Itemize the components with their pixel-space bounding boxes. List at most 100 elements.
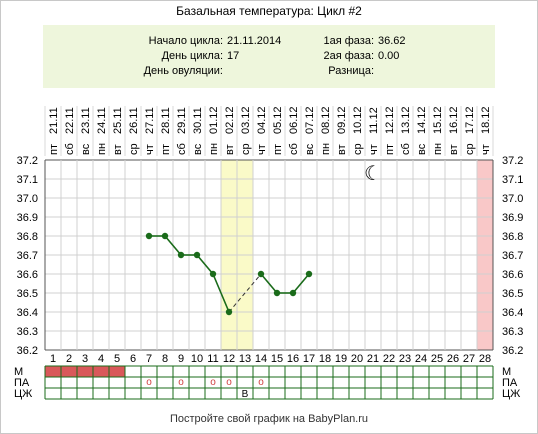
temperature-point: [145, 232, 153, 240]
cycle-day-number: 3: [82, 353, 88, 365]
phase2-label: 2ая фаза:: [323, 50, 374, 62]
bottom-row-label-left: ЦЖ: [14, 388, 32, 400]
temperature-point: [193, 251, 201, 259]
cycle-day-number: 15: [271, 353, 283, 365]
pa-mark: o: [210, 377, 216, 388]
weekday-label: вс: [416, 143, 428, 155]
y-tick-label-right: 37.2: [502, 155, 523, 167]
date-label: 30.11: [192, 107, 204, 134]
date-label: 15.12: [432, 106, 444, 134]
cycle-day-number: 23: [399, 353, 411, 365]
y-tick-label-left: 36.7: [17, 250, 38, 262]
series-line-segment: [292, 273, 310, 294]
y-tick-label-left: 36.3: [17, 326, 38, 338]
cycle-day-number: 11: [207, 353, 218, 365]
weekday-label: пт: [160, 144, 172, 155]
y-tick-label-right: 36.2: [502, 345, 523, 357]
bottom-row-label-right: ЦЖ: [502, 388, 520, 400]
cycle-day-number: 17: [303, 353, 315, 365]
date-label: 12.12: [384, 106, 396, 134]
weekday-label: пн: [432, 143, 444, 155]
pa-mark: o: [258, 377, 264, 388]
series-line-segment: [196, 254, 214, 275]
y-tick-label-right: 36.6: [502, 269, 523, 281]
y-tick-label-right: 36.7: [502, 250, 523, 262]
date-label: 13.12: [400, 106, 412, 134]
weekday-label: пт: [384, 144, 396, 155]
series-line-segment: [260, 273, 278, 294]
y-tick-label-left: 36.9: [17, 212, 38, 224]
series-line-segment: [212, 273, 230, 313]
menstruation-cell: [77, 366, 93, 377]
weekday-label: сб: [64, 143, 76, 155]
date-label: 17.12: [464, 106, 476, 134]
weekday-label: вс: [192, 143, 204, 155]
weekday-label: пн: [96, 143, 108, 155]
series-line-segment: [164, 235, 182, 256]
y-tick-label-left: 36.4: [17, 307, 38, 319]
temperature-point: [305, 270, 313, 278]
date-label: 14.12: [416, 106, 428, 134]
menstruation-cell: [45, 366, 61, 377]
cycle-day-number: 25: [431, 353, 443, 365]
bottom-row-label-left: ПА: [14, 377, 30, 389]
y-tick-label-left: 37.1: [17, 174, 38, 186]
cycle-day-number: 22: [383, 353, 395, 365]
weekday-label: вт: [448, 144, 460, 155]
weekday-label: сб: [176, 143, 188, 155]
cycle-day-number: 13: [239, 353, 251, 365]
cycle-day-number: 21: [367, 353, 379, 365]
cycle-day-number: 1: [50, 353, 56, 365]
cycle-day-number: 8: [162, 353, 168, 365]
cycle-day-number: 7: [146, 353, 152, 365]
temperature-point: [177, 251, 185, 259]
cycle-day-number: 9: [178, 353, 184, 365]
cycle-day-number: 26: [447, 353, 459, 365]
cycle-day-number: 20: [351, 353, 363, 365]
weekday-label: ср: [464, 143, 476, 155]
date-label: 21.11: [48, 107, 60, 134]
y-tick-label-right: 37.1: [502, 174, 523, 186]
cycle-day-label: День цикла:: [161, 50, 223, 62]
weekday-label: вт: [224, 144, 236, 155]
date-label: 24.11: [96, 107, 108, 134]
weekday-label: чт: [480, 144, 492, 155]
cycle-day-number: 12: [223, 353, 235, 365]
date-label: 08.12: [320, 106, 332, 134]
date-label: 28.11: [160, 107, 172, 134]
cycle-start-label: Начало цикла:: [148, 35, 223, 47]
weekday-label: сб: [400, 143, 412, 155]
date-label: 06.12: [288, 106, 300, 134]
cycle-day-number: 14: [255, 353, 267, 365]
chart-title: Базальная температура: Цикл #2: [176, 4, 362, 18]
weekday-label: чт: [256, 144, 268, 155]
date-label: 02.12: [224, 106, 236, 134]
temperature-point: [161, 232, 169, 240]
weekday-label: ср: [240, 143, 252, 155]
date-label: 03.12: [240, 106, 252, 134]
weekday-label: ср: [128, 143, 140, 155]
y-tick-label-left: 36.6: [17, 269, 38, 281]
weekday-label: пт: [48, 144, 60, 155]
phase1-value: 36.62: [378, 35, 406, 47]
y-tick-label-right: 36.3: [502, 326, 523, 338]
bottom-row-label-right: ПА: [502, 377, 518, 389]
date-label: 04.12: [256, 106, 268, 134]
y-tick-label-right: 36.4: [502, 307, 523, 319]
date-label: 16.12: [448, 106, 460, 134]
y-tick-label-left: 37.0: [17, 193, 38, 205]
date-label: 05.12: [272, 106, 284, 134]
pa-mark: o: [178, 377, 184, 388]
date-label: 23.11: [80, 107, 92, 134]
weekday-label: вт: [112, 144, 124, 155]
y-tick-label-left: 36.5: [17, 288, 38, 300]
cycle-day-number: 18: [319, 353, 331, 365]
date-label: 18.12: [480, 106, 492, 134]
cycle-day-number: 5: [114, 353, 120, 365]
weekday-label: вт: [336, 144, 348, 155]
cycle-day-value: 17: [227, 50, 240, 62]
series-gap-line: [228, 273, 262, 313]
y-tick-label-right: 36.8: [502, 231, 523, 243]
cycle-day-number: 28: [479, 353, 491, 365]
cz-mark: В: [242, 389, 249, 400]
